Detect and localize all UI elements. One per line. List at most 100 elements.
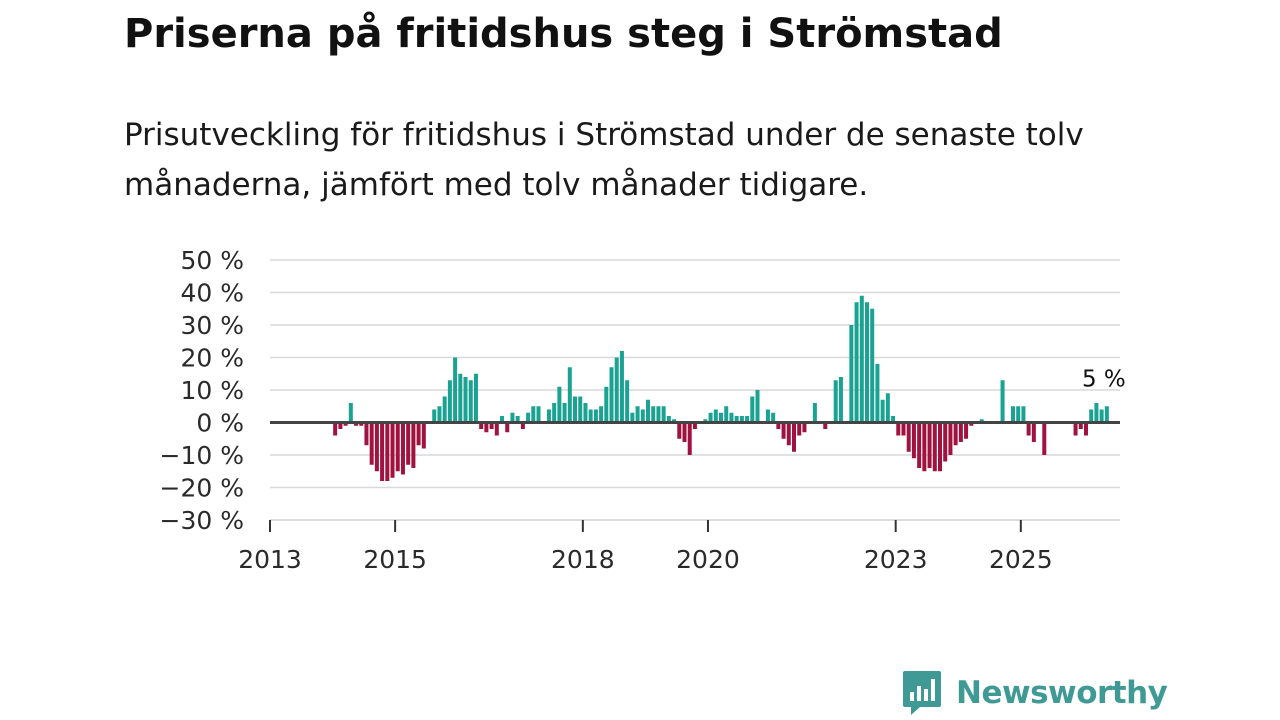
newsworthy-logo[interactable]: Newsworthy	[902, 670, 1168, 716]
bar	[505, 422, 510, 433]
bar	[708, 412, 713, 423]
bar	[870, 308, 875, 423]
bar	[432, 409, 437, 423]
bar	[724, 406, 729, 423]
bar	[390, 422, 395, 478]
bar	[713, 409, 718, 423]
bar	[906, 422, 911, 452]
bar	[453, 357, 458, 423]
bar	[854, 302, 859, 423]
x-tick-label: 2018	[551, 545, 615, 574]
bar	[458, 373, 463, 423]
x-tick-label: 2013	[238, 545, 302, 574]
bar	[599, 406, 604, 423]
bar	[729, 412, 734, 423]
bar	[943, 422, 948, 462]
bar-chart-logo-icon	[903, 671, 941, 715]
bar	[619, 351, 624, 423]
y-tick-label: −10 %	[160, 441, 244, 470]
bar	[546, 409, 551, 423]
bar	[969, 422, 974, 426]
bar	[369, 422, 374, 465]
bar	[531, 406, 536, 423]
bar	[891, 416, 896, 423]
y-axis-labels: 50 % 40 % 30 % 20 % 10 % 0 % −10 % −20 % −30 %	[160, 246, 244, 535]
x-tick-label: 2023	[864, 545, 928, 574]
bar	[765, 409, 770, 423]
bar	[1010, 406, 1015, 423]
bar	[734, 416, 739, 423]
bar	[682, 422, 687, 442]
bar	[911, 422, 916, 459]
bar	[484, 422, 489, 433]
bar	[1094, 403, 1099, 423]
bar	[489, 422, 494, 429]
bar	[380, 422, 385, 481]
bar	[479, 422, 484, 429]
bar	[838, 377, 843, 423]
annotations: 5 %	[1082, 366, 1126, 392]
bar	[437, 406, 442, 423]
bar	[1021, 406, 1026, 423]
bar	[937, 422, 942, 472]
bar	[1089, 409, 1094, 423]
bar	[500, 416, 505, 423]
bar	[792, 422, 797, 452]
bar	[510, 412, 515, 423]
bar	[953, 422, 958, 446]
bar	[745, 416, 750, 423]
bar	[917, 422, 922, 468]
bar	[1016, 406, 1021, 423]
bar	[802, 422, 807, 433]
bar	[573, 396, 578, 423]
bar	[1026, 422, 1031, 436]
gridlines	[270, 259, 1120, 521]
bar	[333, 422, 338, 436]
x-tick-label: 2025	[989, 545, 1053, 574]
bar	[755, 390, 760, 423]
bar	[896, 422, 901, 436]
bar	[411, 422, 416, 468]
bar	[703, 419, 708, 423]
bar	[692, 422, 697, 429]
bar	[823, 422, 828, 429]
bar	[526, 412, 531, 423]
bar	[562, 403, 567, 423]
bar	[964, 422, 969, 439]
bar	[875, 364, 880, 423]
bar	[343, 422, 348, 426]
bar	[859, 295, 864, 423]
bar	[1000, 380, 1005, 423]
x-axis: 2013 2015 2018 2020 2023 2025	[238, 421, 1120, 574]
bar	[880, 399, 885, 423]
bar	[473, 373, 478, 423]
bar	[630, 412, 635, 423]
y-tick-label: 0 %	[196, 409, 244, 438]
bar	[552, 403, 557, 423]
bar	[359, 422, 364, 426]
y-tick-label: 10 %	[180, 376, 244, 405]
bar	[812, 403, 817, 423]
bar	[1104, 406, 1109, 423]
bar	[583, 403, 588, 423]
x-tick-label: 2020	[676, 545, 740, 574]
bar	[416, 422, 421, 446]
last-value-label: 5 %	[1082, 366, 1126, 392]
bar	[609, 367, 614, 423]
y-tick-label: 40 %	[180, 279, 244, 308]
bar	[593, 409, 598, 423]
bar	[687, 422, 692, 455]
bar	[901, 422, 906, 436]
bar	[338, 422, 343, 429]
bar	[750, 396, 755, 423]
bar	[442, 396, 447, 423]
y-tick-label: −20 %	[160, 474, 244, 503]
bar	[348, 403, 353, 423]
bar	[1078, 422, 1083, 429]
bars	[333, 295, 1109, 481]
bar	[979, 419, 984, 423]
y-tick-label: −30 %	[160, 506, 244, 535]
x-tick-label: 2015	[363, 545, 427, 574]
y-tick-label: 20 %	[180, 344, 244, 373]
